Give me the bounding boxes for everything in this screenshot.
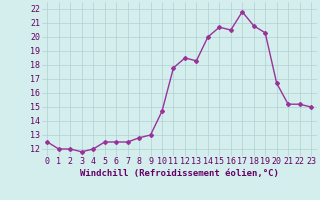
X-axis label: Windchill (Refroidissement éolien,°C): Windchill (Refroidissement éolien,°C) (80, 169, 279, 178)
